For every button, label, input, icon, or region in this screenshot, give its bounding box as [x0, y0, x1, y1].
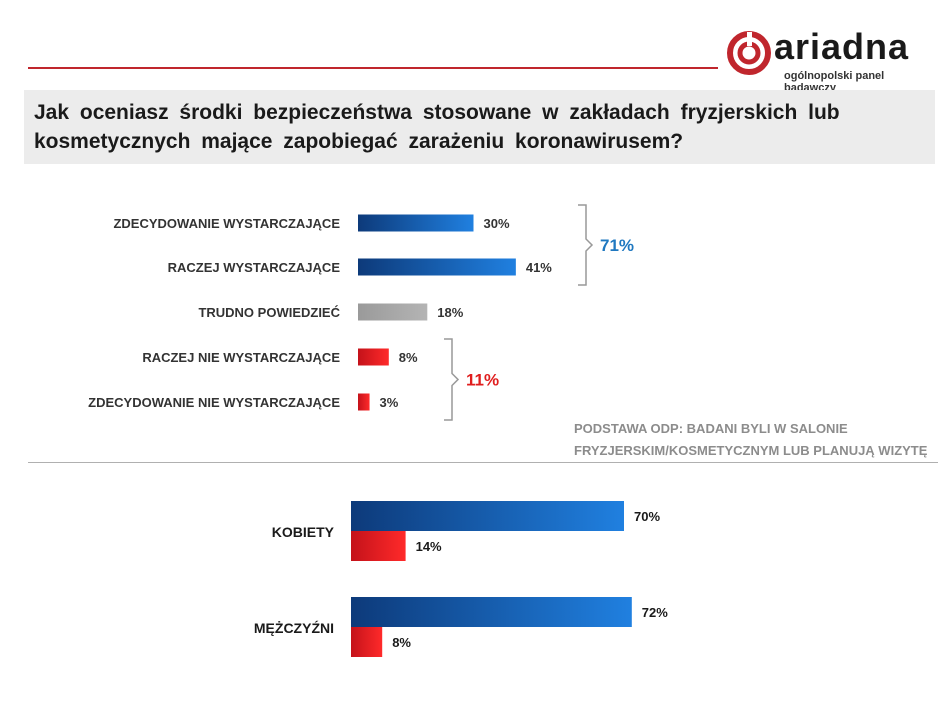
base-note: PODSTAWA ODP: BADANI BYLI W SALONIE FRYZ… — [574, 418, 927, 462]
base-note-line-1: PODSTAWA ODP: BADANI BYLI W SALONIE — [574, 421, 848, 436]
group-total-label: 71% — [600, 236, 634, 255]
spiral-icon — [727, 31, 771, 75]
group-bracket — [444, 338, 460, 421]
category-label: ZDECYDOWANIE NIE WYSTARCZAJĄCE — [88, 395, 340, 410]
gender-value-label: 14% — [416, 539, 442, 554]
gender-bar — [351, 501, 624, 531]
gender-label: MĘŻCZYŹNI — [254, 620, 334, 636]
question-box: Jak oceniasz środki bezpieczeństwa stoso… — [24, 90, 935, 164]
base-note-line-2: FRYZJERSKIM/KOSMETYCZNYM LUB PLANUJĄ WIZ… — [574, 443, 928, 458]
gender-value-label: 72% — [642, 605, 668, 620]
value-label: 8% — [399, 350, 418, 365]
ariadna-logo: ariadna ogólnopolski panel badawczy — [726, 26, 936, 94]
section-divider — [28, 462, 938, 463]
gender-value-label: 8% — [392, 635, 411, 650]
bar — [358, 258, 516, 276]
gender-bar — [351, 531, 406, 561]
category-label: RACZEJ NIE WYSTARCZAJĄCE — [142, 350, 340, 365]
group-bracket — [578, 204, 594, 286]
header-divider — [28, 67, 718, 69]
gender-bar — [351, 597, 632, 627]
category-label: RACZEJ WYSTARCZAJĄCE — [168, 260, 341, 275]
gender-value-label: 70% — [634, 509, 660, 524]
bar — [358, 348, 389, 366]
bar — [358, 303, 428, 321]
category-label: ZDECYDOWANIE WYSTARCZAJĄCE — [113, 216, 340, 231]
category-label: TRUDNO POWIEDZIEĆ — [198, 305, 340, 320]
bar — [358, 214, 474, 232]
logo-name: ariadna — [774, 26, 910, 67]
gender-bar — [351, 627, 383, 657]
group-total-label: 11% — [466, 371, 499, 390]
value-label: 3% — [380, 395, 399, 410]
value-label: 18% — [437, 305, 463, 320]
value-label: 30% — [484, 216, 510, 231]
value-label: 41% — [526, 260, 552, 275]
bar — [358, 393, 370, 411]
gender-label: KOBIETY — [272, 524, 335, 540]
question-title: Jak oceniasz środki bezpieczeństwa stoso… — [34, 101, 840, 153]
